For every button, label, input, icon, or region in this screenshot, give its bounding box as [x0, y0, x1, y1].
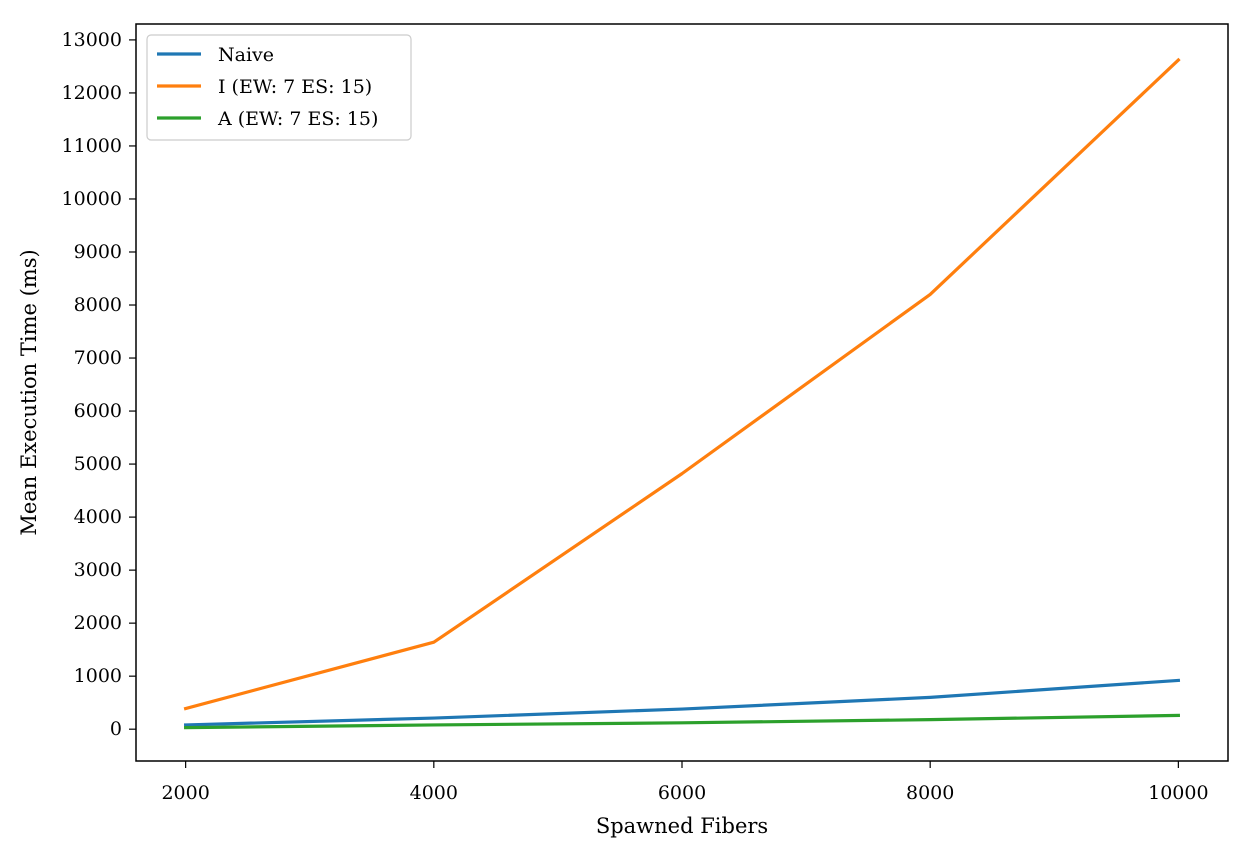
- legend-box: [146, 34, 412, 141]
- series-line-1: [183, 57, 1181, 711]
- y-tick-label: 12000: [62, 82, 122, 104]
- x-tick-label: 2000: [161, 782, 209, 804]
- x-tick-label: 8000: [906, 782, 954, 804]
- x-tick-label: 6000: [658, 782, 706, 804]
- legend: Naive I (EW: 7 ES: 15) A (EW: 7 ES: 15): [146, 34, 412, 141]
- x-tick-label: 4000: [410, 782, 458, 804]
- x-axis: 2000 4000 6000 8000 10000: [161, 761, 1209, 804]
- x-tick-label: 10000: [1148, 782, 1208, 804]
- y-tick-label: 13000: [62, 29, 122, 51]
- x-axis-label: Spawned Fibers: [596, 814, 768, 838]
- y-tick-label: 8000: [74, 294, 122, 316]
- y-axis-label: Mean Execution Time (ms): [17, 249, 41, 535]
- legend-label: I (EW: 7 ES: 15): [218, 76, 372, 98]
- y-tick-label: 5000: [74, 453, 122, 475]
- y-tick-label: 3000: [74, 559, 122, 581]
- plot-frame: [135, 23, 1229, 762]
- y-axis: 0 1000 2000 3000 4000 5000 6000 7000 8000 9000 100…: [62, 29, 136, 740]
- series-lines: [183, 57, 1181, 730]
- y-tick-label: 6000: [74, 400, 122, 422]
- y-tick-label: 1000: [74, 665, 122, 687]
- y-tick-label: 10000: [62, 188, 122, 210]
- legend-label: Naive: [218, 44, 274, 66]
- y-tick-label: 7000: [74, 347, 122, 369]
- legend-label: A (EW: 7 ES: 15): [217, 108, 378, 130]
- y-tick-label: 11000: [62, 135, 122, 157]
- y-tick-label: 2000: [74, 612, 122, 634]
- y-tick-label: 9000: [74, 241, 122, 263]
- y-tick-label: 4000: [74, 506, 122, 528]
- y-tick-label: 0: [110, 718, 122, 740]
